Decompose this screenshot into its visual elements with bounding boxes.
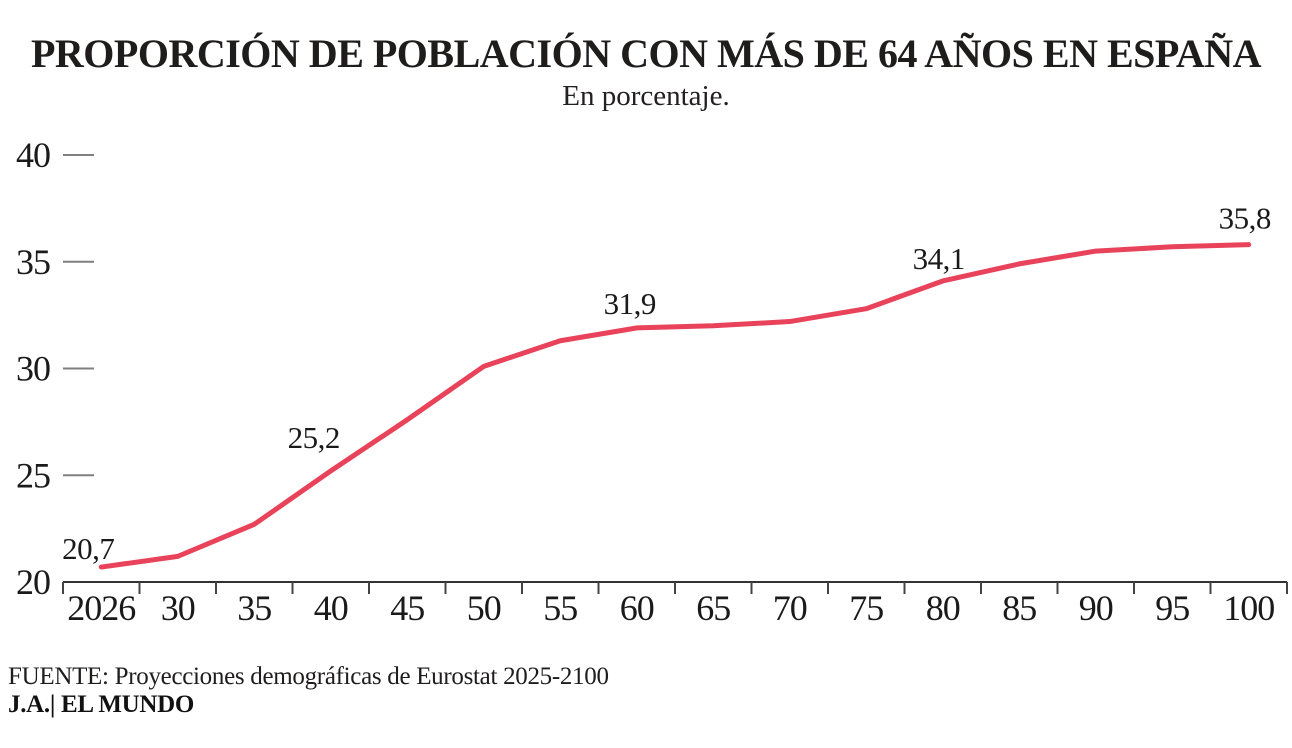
x-axis-label: 65	[696, 588, 730, 628]
data-point-label: 34,1	[913, 241, 965, 276]
x-axis-label: 75	[849, 588, 883, 628]
x-axis-label: 70	[773, 588, 807, 628]
x-axis-label: 40	[314, 588, 348, 628]
x-axis-label: 55	[543, 588, 577, 628]
x-axis-label: 2026	[67, 588, 135, 628]
x-axis-label: 80	[926, 588, 960, 628]
chart-title: PROPORCIÓN DE POBLACIÓN CON MÁS DE 64 AÑ…	[30, 31, 1262, 76]
y-axis-label: 40	[16, 135, 50, 175]
source-note: FUENTE: Proyecciones demográficas de Eur…	[8, 663, 609, 690]
data-point-label: 31,9	[604, 286, 656, 321]
x-axis-label: 45	[390, 588, 424, 628]
author-credit: J.A.| EL MUNDO	[8, 691, 195, 718]
x-axis-label: 50	[467, 588, 501, 628]
data-point-label: 20,7	[62, 531, 114, 566]
chart-subtitle: En porcentaje.	[562, 80, 730, 112]
x-axis-label: 60	[620, 588, 654, 628]
y-axis-label: 35	[16, 242, 50, 282]
x-axis-label: 100	[1223, 588, 1274, 628]
data-point-label: 35,8	[1219, 201, 1271, 236]
trend-line	[98, 242, 1252, 570]
x-axis-label: 35	[237, 588, 271, 628]
x-axis-label: 85	[1002, 588, 1036, 628]
y-axis-label: 30	[16, 349, 50, 389]
y-axis-label: 25	[16, 455, 50, 495]
y-axis-label: 20	[16, 562, 50, 602]
x-axis-label: 30	[161, 588, 195, 628]
data-point-label: 25,2	[288, 420, 340, 455]
x-axis-label: 90	[1079, 588, 1113, 628]
x-axis-label: 95	[1155, 588, 1189, 628]
